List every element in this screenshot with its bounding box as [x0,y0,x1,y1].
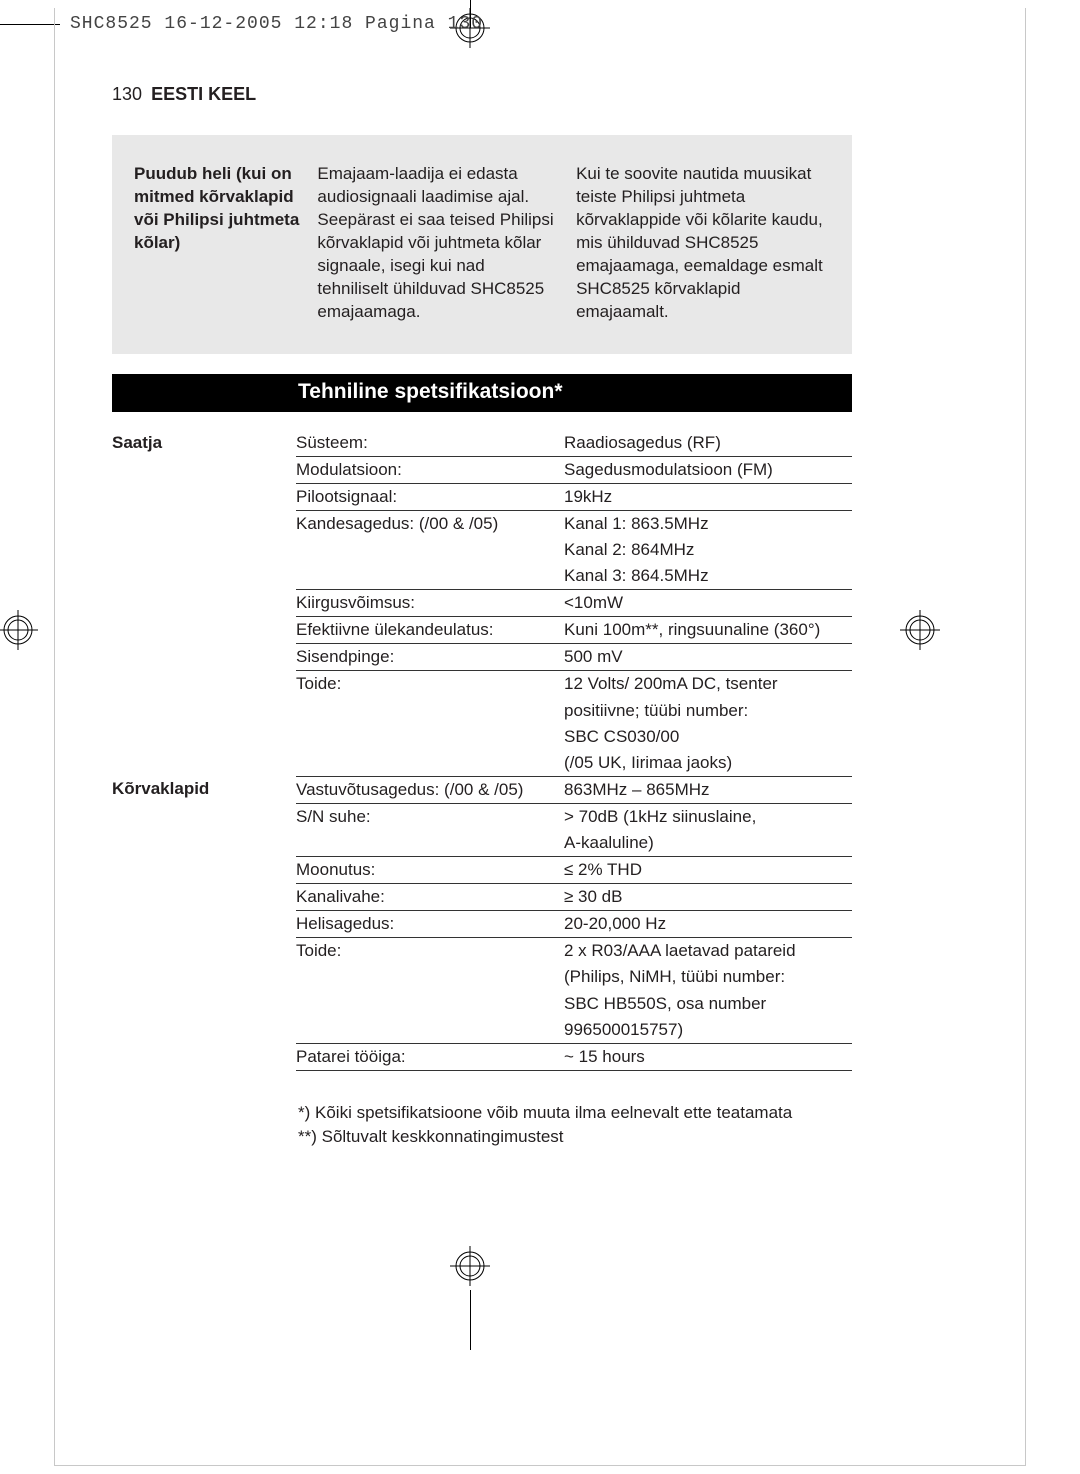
spec-value: SBC HB550S, osa number [564,991,852,1017]
spec-param [296,563,564,590]
spec-group-label [112,964,296,990]
spec-group-label [112,750,296,777]
spec-param: Süsteem: [296,430,564,457]
spec-group-label [112,456,296,483]
footnotes: *) Kõiki spetsifikatsioone võib muuta il… [298,1101,852,1150]
spec-group-label [112,483,296,510]
section-heading: Tehniline spetsifikatsioon* [112,374,852,412]
spec-table: SaatjaSüsteem:Raadiosagedus (RF)Modulats… [112,430,852,1071]
troubleshoot-cause: Emajaam-laadija ei edasta audiosignaali … [317,163,560,324]
spec-value: 863MHz – 865MHz [564,776,852,803]
spec-group-label [112,698,296,724]
spec-group-label [112,590,296,617]
troubleshoot-solution: Kui te soovite nautida muusikat teiste P… [576,163,830,324]
spec-value: ~ 15 hours [564,1043,852,1070]
spec-value: Kuni 100m**, ringsuunaline (360°) [564,617,852,644]
spec-param [296,537,564,563]
spec-group-label [112,884,296,911]
spec-param [296,724,564,750]
spec-group-label [112,1043,296,1070]
spec-value: 500 mV [564,644,852,671]
spec-group-label [112,1017,296,1044]
page-content: 130 EESTI KEEL Puudub heli (kui on mitme… [112,84,852,1150]
spec-param: Moonutus: [296,857,564,884]
troubleshoot-block: Puudub heli (kui on mitmed kõrvaklapid v… [112,135,852,354]
spec-param: S/N suhe: [296,803,564,830]
spec-value: Sagedusmodulatsioon (FM) [564,456,852,483]
spec-param: Toide: [296,938,564,965]
spec-group-label [112,803,296,830]
crop-mark [0,24,60,25]
footnote-1: *) Kõiki spetsifikatsioone võib muuta il… [298,1101,852,1126]
spec-value: 20-20,000 Hz [564,911,852,938]
spec-value: Raadiosagedus (RF) [564,430,852,457]
page-number: 130 [112,84,142,104]
spec-group-label [112,563,296,590]
spec-value: Kanal 2: 864MHz [564,537,852,563]
spec-value: > 70dB (1kHz siinuslaine, [564,803,852,830]
spec-value: (/05 UK, Iirimaa jaoks) [564,750,852,777]
spec-param: Pilootsignaal: [296,483,564,510]
language-label: EESTI KEEL [151,84,256,104]
spec-param: Patarei tööiga: [296,1043,564,1070]
spec-group-label [112,510,296,537]
spec-param: Modulatsioon: [296,456,564,483]
spec-group-label [112,724,296,750]
spec-param [296,1017,564,1044]
page-title: 130 EESTI KEEL [112,84,852,105]
spec-group-label [112,830,296,857]
spec-group-label [112,617,296,644]
spec-value: positiivne; tüübi number: [564,698,852,724]
spec-group-label [112,857,296,884]
spec-value: 996500015757) [564,1017,852,1044]
spec-param: Efektiivne ülekandeulatus: [296,617,564,644]
spec-group-label [112,991,296,1017]
spec-param: Sisendpinge: [296,644,564,671]
registration-mark-icon [0,610,38,650]
spec-value: (Philips, NiMH, tüübi number: [564,964,852,990]
spec-value: SBC CS030/00 [564,724,852,750]
spec-param [296,830,564,857]
spec-group-label [112,537,296,563]
spec-param: Helisagedus: [296,911,564,938]
spec-param: Vastuvõtusagedus: (/00 & /05) [296,776,564,803]
footnote-2: **) Sõltuvalt keskkonnatingimustest [298,1125,852,1150]
spec-param [296,750,564,777]
spec-value: ≤ 2% THD [564,857,852,884]
spec-param: Toide: [296,671,564,698]
spec-value: Kanal 1: 863.5MHz [564,510,852,537]
spec-param: Kandesagedus: (/00 & /05) [296,510,564,537]
spec-value: <10mW [564,590,852,617]
spec-param: Kiirgusvõimsus: [296,590,564,617]
spec-param: Kanalivahe: [296,884,564,911]
spec-value: 12 Volts/ 200mA DC, tsenter [564,671,852,698]
spec-group-label [112,938,296,965]
spec-value: ≥ 30 dB [564,884,852,911]
spec-group-label [112,644,296,671]
print-job-header: SHC8525 16-12-2005 12:18 Pagina 130 [70,14,483,34]
spec-param [296,964,564,990]
troubleshoot-title: Puudub heli (kui on mitmed kõrvaklapid v… [134,163,301,324]
spec-value: Kanal 3: 864.5MHz [564,563,852,590]
spec-group-label [112,671,296,698]
spec-value: 2 x R03/AAA laetavad patareid [564,938,852,965]
spec-param [296,991,564,1017]
spec-group-label: Saatja [112,430,296,457]
spec-group-label: Kõrvaklapid [112,776,296,803]
spec-param [296,698,564,724]
spec-value: A-kaaluline) [564,830,852,857]
spec-value: 19kHz [564,483,852,510]
spec-group-label [112,911,296,938]
